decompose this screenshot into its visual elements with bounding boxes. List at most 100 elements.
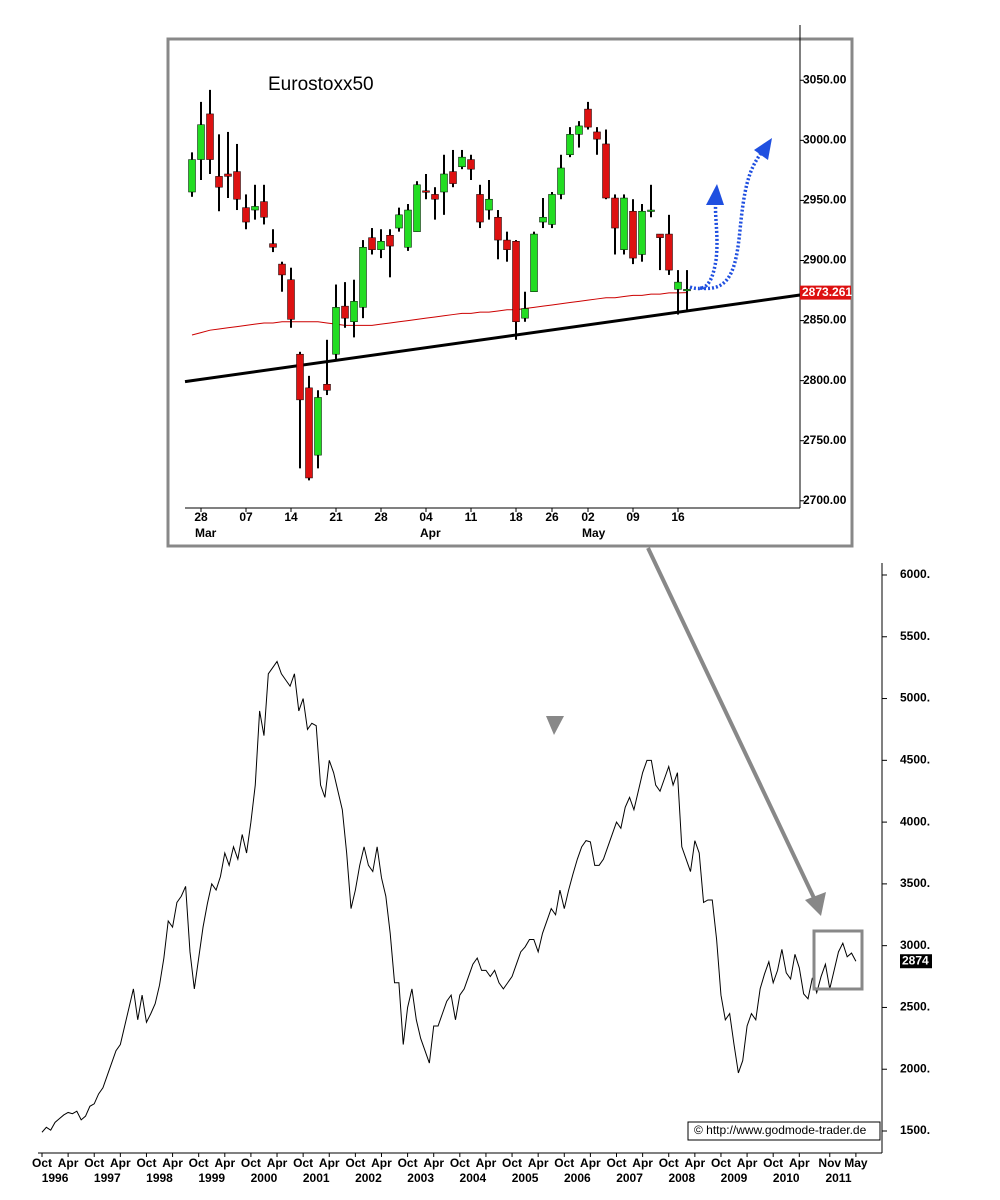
year-label: 2010 — [773, 1171, 800, 1185]
x-tick-label: Oct — [241, 1156, 261, 1170]
candle-body — [620, 197, 628, 250]
candle-body — [323, 383, 331, 391]
forecast-arrow — [699, 150, 764, 291]
y-tick-label: 2750.00 — [803, 433, 847, 447]
x-tick-label: May — [844, 1156, 868, 1170]
x-tick-label: Apr — [632, 1156, 653, 1170]
candle-body — [188, 159, 196, 193]
x-tick-label: Apr — [162, 1156, 183, 1170]
candle-body — [665, 233, 673, 271]
last-label-box — [800, 285, 851, 300]
x-tick-label: 09 — [626, 510, 640, 524]
candle-body — [593, 131, 601, 140]
last-label: 2874 — [902, 953, 929, 967]
y-tick-label: 4500. — [900, 752, 930, 766]
x-tick-label: 28 — [194, 510, 208, 524]
x-tick-label: Apr — [319, 1156, 340, 1170]
year-label: 2011 — [825, 1171, 851, 1185]
y-tick-label: 3000. — [900, 938, 930, 952]
candle-body — [584, 108, 592, 128]
candle-body — [197, 124, 205, 160]
candle-body — [575, 125, 583, 135]
candle-body — [278, 263, 286, 276]
x-tick-label: Apr — [267, 1156, 288, 1170]
candle-body — [305, 387, 313, 479]
year-label: 2005 — [512, 1171, 539, 1185]
x-tick-label: 18 — [509, 510, 523, 524]
forecast-arrow — [689, 199, 719, 291]
x-tick-label: Apr — [476, 1156, 497, 1170]
year-label: 2007 — [616, 1171, 643, 1185]
y-tick-label: 6000. — [900, 567, 930, 581]
x-tick-label: Apr — [423, 1156, 444, 1170]
y-tick-label: 4000. — [900, 814, 930, 828]
y-tick-label: 5500. — [900, 629, 930, 643]
x-tick-label: 14 — [284, 510, 298, 524]
candle-body — [539, 216, 547, 223]
inset-frame — [166, 37, 854, 548]
x-tick-label: Oct — [450, 1156, 470, 1170]
year-label: 2003 — [407, 1171, 434, 1185]
x-tick-label: Oct — [293, 1156, 313, 1170]
candle-body — [413, 184, 421, 232]
y-tick-label: 2700.00 — [803, 493, 847, 507]
x-tick-label: Apr — [789, 1156, 810, 1170]
candle-body — [656, 233, 664, 238]
candle-body — [386, 235, 394, 247]
candle-body — [296, 353, 304, 401]
year-label: 2001 — [303, 1171, 330, 1185]
year-label: 2002 — [355, 1171, 382, 1185]
candle-body — [440, 173, 448, 193]
candle-body — [548, 194, 556, 225]
x-tick-label: 21 — [329, 510, 343, 524]
candle-body — [638, 210, 646, 255]
trendline — [184, 293, 801, 384]
month-label: Mar — [195, 526, 217, 540]
candle-body — [377, 241, 385, 250]
x-tick-label: Apr — [214, 1156, 235, 1170]
candle-body — [530, 233, 538, 292]
x-tick-label: 28 — [374, 510, 388, 524]
year-label: 1999 — [198, 1171, 225, 1185]
y-tick-label: 5000. — [900, 691, 930, 705]
x-tick-label: 02 — [581, 510, 595, 524]
candle-body — [503, 239, 511, 250]
x-tick-label: Oct — [502, 1156, 522, 1170]
year-label: 1997 — [94, 1171, 121, 1185]
x-tick-label: Apr — [58, 1156, 79, 1170]
month-label: May — [582, 526, 606, 540]
candle-body — [359, 247, 367, 308]
forecast-arrow-head — [706, 184, 724, 205]
month-label: Apr — [420, 526, 441, 540]
x-tick-label: Oct — [32, 1156, 52, 1170]
candle-body — [557, 167, 565, 195]
candle-body — [332, 307, 340, 355]
x-tick-label: 26 — [545, 510, 559, 524]
year-label: 2008 — [668, 1171, 695, 1185]
candle-body — [629, 210, 637, 259]
candle-body — [512, 241, 520, 323]
candle-body — [431, 194, 439, 200]
last-label: 2873.261 — [802, 285, 852, 299]
candle-body — [350, 301, 358, 323]
x-tick-label: Apr — [528, 1156, 549, 1170]
y-tick-label: 3000.00 — [803, 133, 847, 147]
candle-body — [602, 143, 610, 199]
candle-body — [467, 159, 475, 170]
x-tick-label: Oct — [136, 1156, 156, 1170]
x-tick-label: Oct — [345, 1156, 365, 1170]
copyright: © http://www.godmode-trader.de — [694, 1123, 867, 1137]
x-tick-label: 07 — [239, 510, 253, 524]
candle-body — [611, 197, 619, 229]
x-tick-label: Oct — [84, 1156, 104, 1170]
candle-body — [287, 279, 295, 320]
x-tick-label: Oct — [606, 1156, 626, 1170]
y-tick-label: 3500. — [900, 876, 930, 890]
price-line — [41, 660, 857, 1133]
candle-body — [269, 243, 277, 248]
candle-body — [521, 308, 529, 319]
candle-body — [224, 173, 232, 177]
last-label-box — [900, 954, 932, 969]
inset-chart: 2700.00 2750.00 2800.00 2850.00 2900.00 2950.… — [184, 25, 852, 540]
y-tick-label: 2850.00 — [803, 313, 847, 327]
